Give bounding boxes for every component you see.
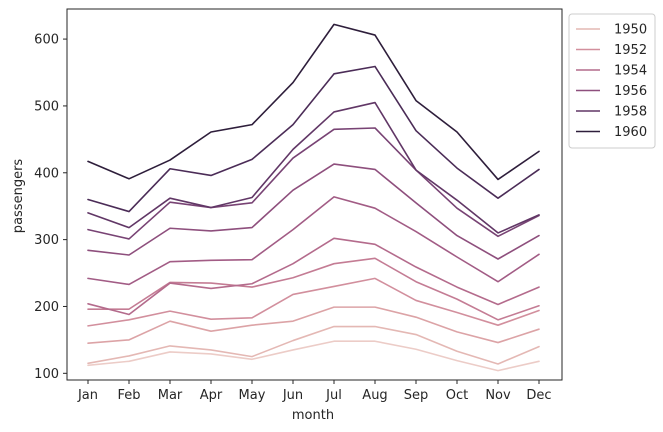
x-axis-label: month [292,408,334,423]
y-axis-label: passengers [11,159,26,234]
x-tick-label: Apr [200,388,223,403]
legend-label: 1958 [614,105,647,120]
x-tick-label: Sep [404,388,429,403]
legend-label: 1956 [614,84,647,99]
x-tick-label: Nov [485,388,511,403]
x-tick-label: Oct [446,388,468,403]
series-line-1959 [87,65,540,213]
legend-frame [568,13,656,149]
y-tick-label: 200 [34,300,59,315]
legend-label: 1960 [614,125,647,140]
series-lines [87,23,540,372]
x-tick-label: May [239,388,266,403]
x-tick-label: Jan [77,388,98,403]
series-line-1957 [87,127,540,240]
series-line-1953 [87,257,540,321]
series-line-1950 [87,325,540,365]
plot-frame [66,8,563,381]
series-line-1955 [87,196,540,286]
legend-label: 1954 [614,64,647,79]
legend-label: 1952 [614,43,647,58]
series-line-1951 [87,306,540,345]
y-tick-label: 300 [34,233,59,248]
series-line-1952 [87,277,540,327]
x-tick-label: Jul [325,388,342,403]
x-tick-label: Aug [362,388,387,403]
y-tick-label: 500 [34,99,59,114]
series-line-1960 [87,23,540,181]
x-axis-ticks: Jan Feb Mar Apr May Jun Jul Aug Sep Oct Nov Dec [77,380,552,403]
y-axis-ticks: 100 200 300 400 500 600 [34,33,67,382]
y-tick-label: 100 [34,367,59,382]
x-tick-label: Jun [282,388,303,403]
series-line-1954 [87,237,540,316]
legend: 1950 1952 1954 1956 1958 1960 [568,13,656,149]
x-tick-label: Mar [158,388,183,403]
series-line-1949 [87,340,540,372]
series-line-1958 [87,101,540,234]
x-tick-label: Feb [117,388,140,403]
y-tick-label: 400 [34,166,59,181]
x-tick-label: Dec [526,388,551,403]
legend-label: 1950 [614,23,647,38]
series-line-1956 [87,163,540,260]
y-tick-label: 600 [34,33,59,48]
